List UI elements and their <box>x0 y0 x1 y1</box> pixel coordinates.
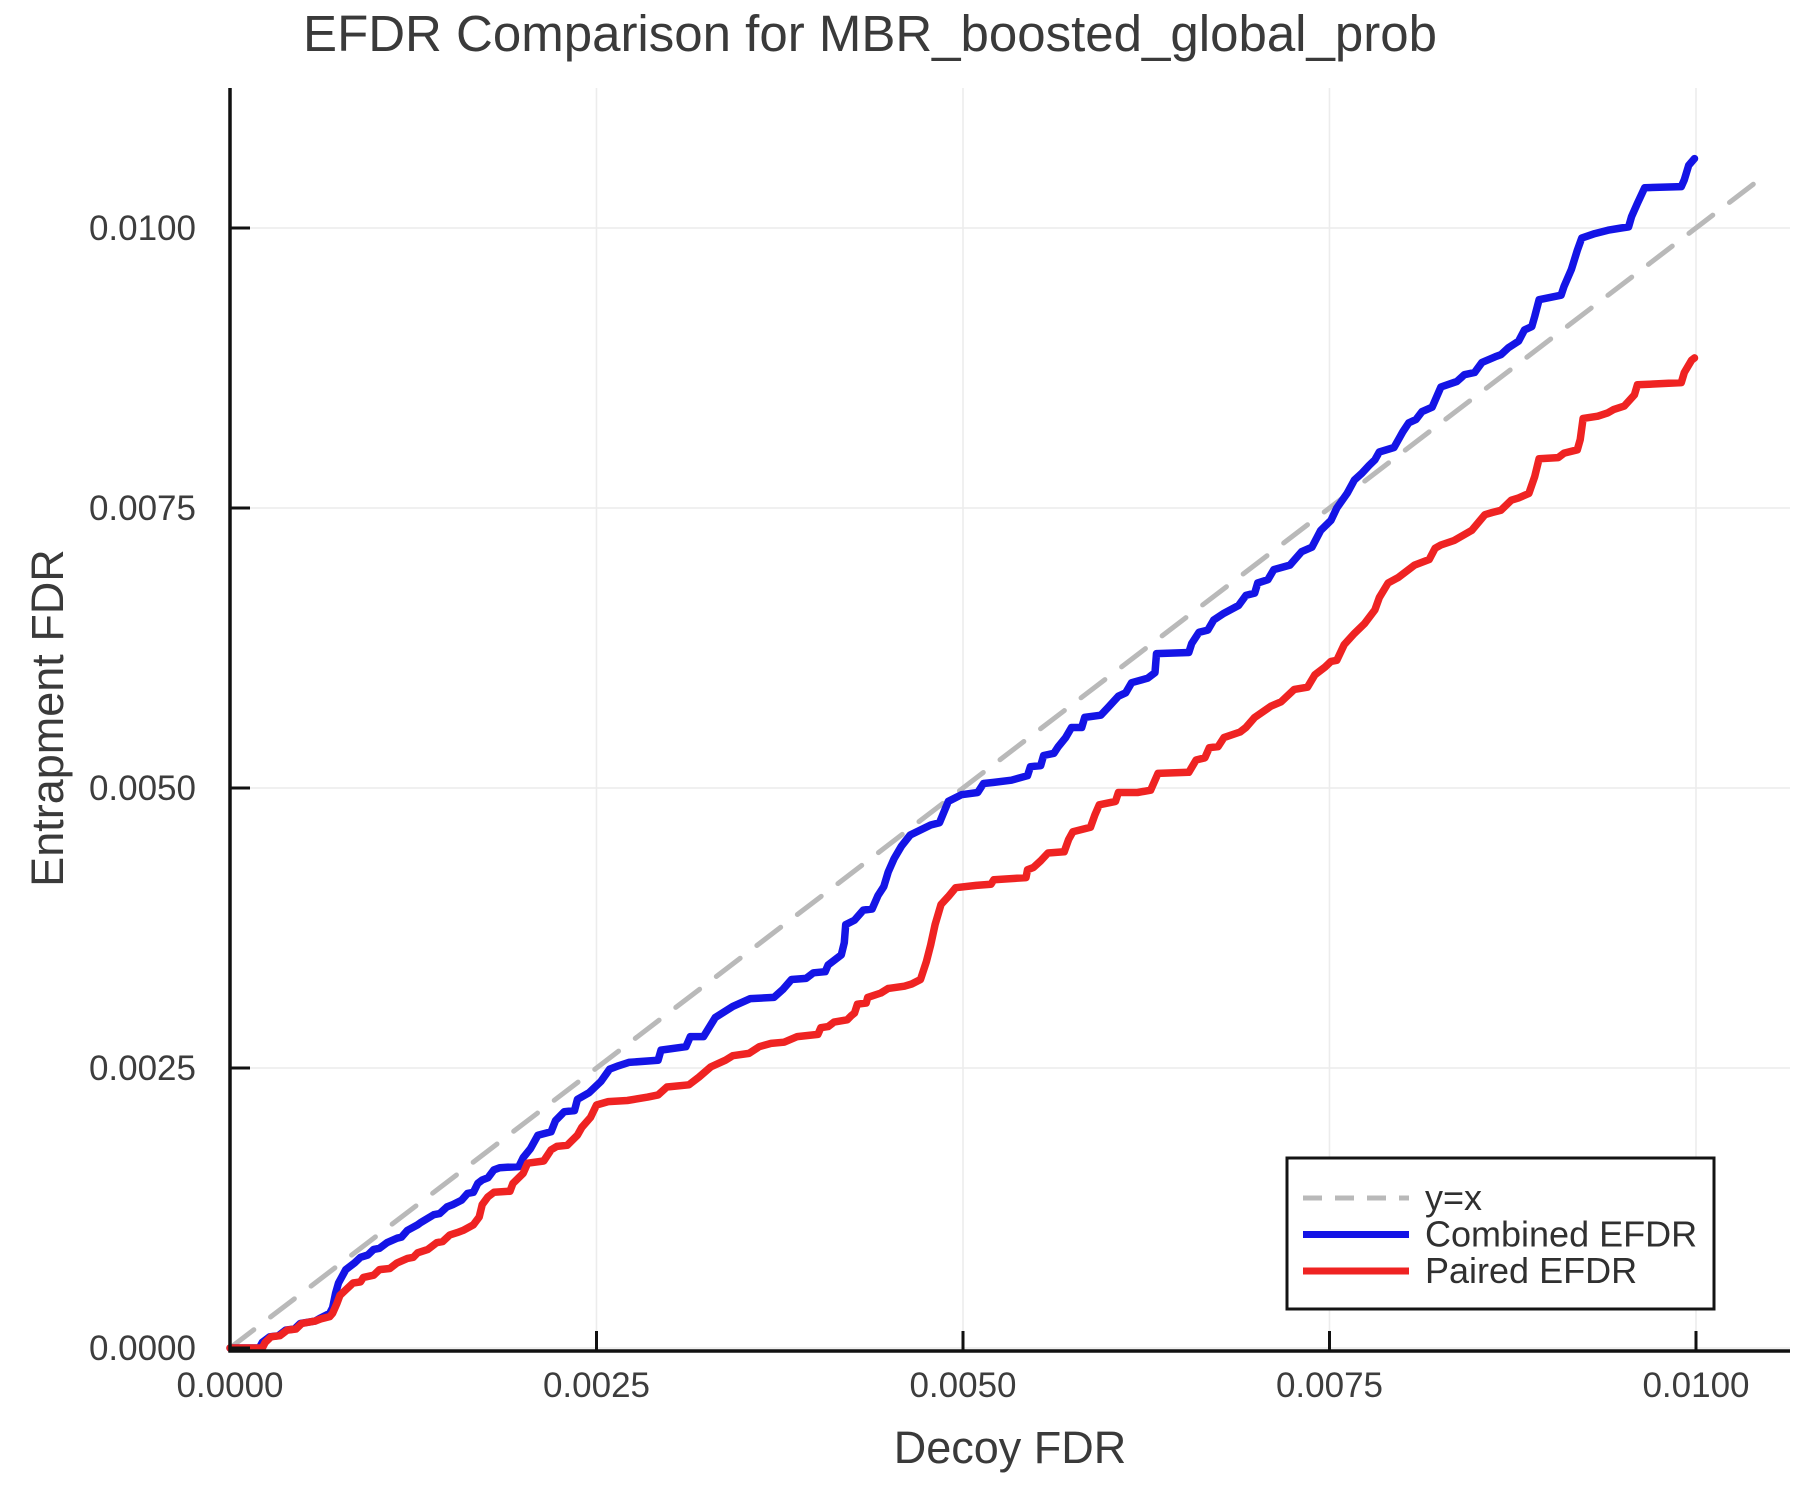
y-tick-label: 0.0025 <box>89 1049 196 1088</box>
chart-title: EFDR Comparison for MBR_boosted_global_p… <box>303 5 1437 62</box>
x-axis-title: Decoy FDR <box>893 1422 1127 1473</box>
paired-line <box>226 354 1699 1352</box>
y-tick-label: 0.0000 <box>89 1329 196 1368</box>
y-axis-title: Entrapment FDR <box>22 549 73 887</box>
y-tick-label: 0.0100 <box>89 209 196 248</box>
y-tick-label: 0.0075 <box>89 489 196 528</box>
legend-label: y=x <box>1425 1177 1482 1218</box>
x-tick-label: 0.0025 <box>543 1366 650 1405</box>
identity-line <box>227 169 1772 1351</box>
legend-label: Combined EFDR <box>1425 1214 1697 1255</box>
y-tick-label: 0.0050 <box>89 769 196 808</box>
x-tick-label: 0.0050 <box>909 1366 1016 1405</box>
x-tick-label: 0.0075 <box>1276 1366 1383 1405</box>
x-tick-label: 0.0100 <box>1642 1366 1749 1405</box>
x-tick-label: 0.0000 <box>176 1366 283 1405</box>
legend-label: Paired EFDR <box>1425 1250 1637 1291</box>
combined-line <box>226 154 1699 1352</box>
